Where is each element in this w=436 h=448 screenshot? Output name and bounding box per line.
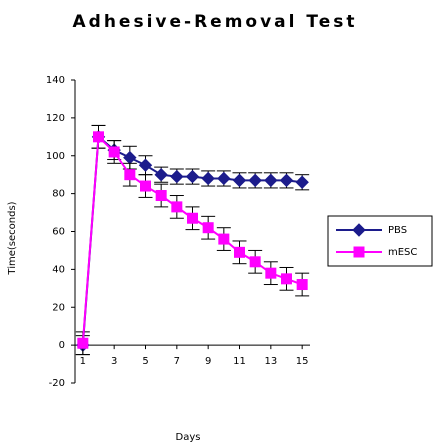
x-tick-label: 1: [80, 356, 86, 367]
point: [232, 173, 247, 188]
y-tick-label: 140: [46, 75, 65, 86]
point: [265, 267, 277, 279]
y-tick-label: 100: [46, 151, 65, 162]
point: [187, 212, 198, 224]
point: [295, 175, 309, 189]
point: [140, 180, 151, 192]
point: [93, 131, 104, 143]
series-line: [81, 134, 303, 344]
y-tick-label: 60: [52, 227, 65, 238]
point: [201, 171, 215, 186]
point: [281, 273, 292, 285]
x-axis-label: Days: [176, 432, 201, 443]
x-tick-label: 13: [264, 356, 277, 367]
point: [248, 173, 262, 188]
point: [279, 173, 294, 188]
point: [138, 158, 153, 172]
point: [185, 169, 200, 184]
legend-label: PBS: [388, 225, 407, 236]
legend-marker: [352, 223, 366, 237]
point: [108, 146, 120, 158]
point: [123, 150, 137, 165]
point: [124, 169, 136, 181]
x-tick-label: 11: [233, 356, 246, 367]
point: [217, 171, 231, 186]
point: [77, 337, 89, 349]
point: [154, 167, 168, 182]
legend-box: [327, 215, 433, 267]
y-axis-label: Time(seconds): [7, 201, 18, 275]
y-tick-label: 120: [46, 113, 65, 124]
point: [170, 169, 184, 184]
point: [171, 201, 183, 213]
point: [218, 233, 230, 245]
point: [264, 173, 278, 188]
x-tick-label: 7: [174, 356, 180, 367]
point: [296, 279, 308, 291]
y-tick-label: -20: [49, 378, 65, 389]
chart-title: Adhesive-Removal Test: [73, 12, 358, 32]
y-tick-label: 80: [52, 189, 65, 200]
x-tick-label: 3: [111, 356, 117, 367]
legend-marker: [353, 246, 365, 258]
y-tick-label: 0: [59, 340, 65, 351]
point: [202, 222, 214, 234]
y-tick-label: 40: [52, 264, 65, 275]
series-line: [81, 134, 303, 346]
x-tick-label: 15: [296, 356, 309, 367]
x-tick-label: 5: [142, 356, 148, 367]
point: [249, 256, 261, 268]
y-tick-label: 20: [52, 302, 65, 313]
legend-label: mESC: [388, 247, 417, 258]
point: [155, 190, 167, 202]
x-tick-label: 9: [205, 356, 211, 367]
point: [234, 246, 245, 258]
